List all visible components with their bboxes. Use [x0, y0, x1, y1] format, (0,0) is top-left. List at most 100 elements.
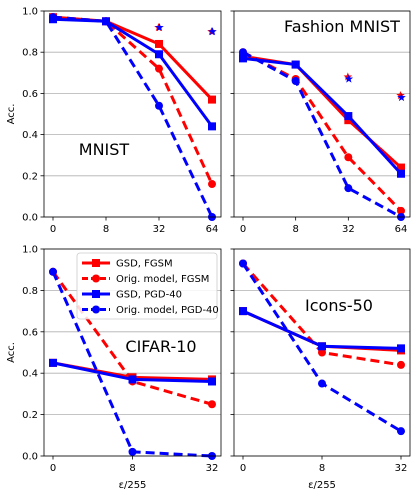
data-point	[128, 375, 137, 384]
data-point	[397, 163, 405, 172]
series-line	[52, 15, 214, 218]
data-point	[397, 360, 405, 369]
y-tick-label: 1.0	[22, 7, 38, 18]
x-tick-label: 64	[206, 224, 219, 235]
x-tick-label: 0	[50, 463, 56, 474]
x-tick-label: 32	[153, 224, 166, 235]
y-tick-label: 0.8	[22, 48, 38, 59]
star-marker	[155, 22, 164, 32]
data-point	[155, 39, 163, 48]
x-tick-label: 0	[240, 463, 246, 474]
legend-marker	[92, 274, 100, 283]
data-point	[344, 153, 353, 162]
axes-frame	[43, 10, 222, 218]
data-point	[239, 48, 247, 57]
legend-entry: GSD, PGD-40	[82, 290, 182, 301]
y-tick-label: 0.0	[22, 213, 38, 224]
panel-title: Fashion MNIST	[284, 17, 400, 36]
legend-entry: Orig. model, PGD-40	[82, 305, 219, 316]
series-line	[52, 15, 214, 101]
panel-fashion-mnist: 0 8 32 64 Fashion MNIST	[230, 10, 411, 235]
data-point	[208, 122, 216, 131]
series-gsd-fgsm	[239, 52, 405, 172]
data-point	[208, 377, 216, 386]
series-line	[242, 56, 403, 175]
x-axis-label: ε/255	[308, 480, 336, 491]
panel-mnist: 0.0 0.2 0.4 0.6 0.8 1.0 0 8 32 64 MNIST Acc.	[6, 7, 222, 235]
data-point	[344, 116, 353, 125]
data-point	[49, 358, 57, 367]
data-point	[397, 427, 405, 436]
data-point	[49, 13, 57, 22]
axes-frame	[43, 248, 222, 457]
x-tick-label: 32	[395, 463, 408, 474]
y-tick-label: 0.2	[22, 171, 38, 182]
x-tick-label: 0	[50, 224, 56, 235]
x-tick-label: 32	[342, 224, 355, 235]
panel-title: Icons-50	[305, 296, 373, 315]
star-marker	[343, 72, 353, 81]
y-tick-label: 0.4	[22, 130, 38, 141]
series-gsd-pgd40	[49, 358, 216, 386]
y-tick-label: 0.6	[22, 89, 38, 100]
data-point	[239, 54, 247, 63]
series-gsd-pgd40	[239, 54, 405, 178]
data-point	[155, 50, 163, 59]
star-marker	[208, 27, 217, 36]
x-tick-label: 8	[103, 224, 109, 235]
series-orig-pgd40	[239, 259, 405, 436]
data-point	[239, 307, 247, 316]
panel-title: CIFAR-10	[125, 337, 196, 356]
data-point	[49, 267, 57, 276]
x-tick-label: 32	[206, 463, 219, 474]
legend-entry: Orig. model, FGSM	[82, 274, 209, 285]
x-tick-label: 0	[240, 224, 246, 235]
x-axis-label: ε/255	[119, 480, 147, 491]
data-point	[291, 60, 300, 69]
data-point	[397, 344, 405, 353]
axes-frame	[233, 10, 411, 218]
data-point	[291, 77, 300, 86]
panel-cifar-10: 0.0 0.2 0.4 0.6 0.8 1.0 0 8 32 CIFAR-10 Acc. ε/255	[6, 245, 222, 491]
series-line	[52, 17, 214, 128]
y-tick-label: 1.0	[22, 245, 38, 256]
y-tick-label: 0.2	[22, 410, 38, 421]
y-tick-label: 0.0	[22, 452, 38, 463]
data-point	[318, 342, 326, 351]
panel-title: MNIST	[79, 140, 130, 159]
data-point	[208, 400, 216, 409]
star-marker	[344, 74, 354, 83]
y-axis-label: Acc.	[6, 342, 17, 363]
series-orig-pgd40	[49, 267, 216, 460]
series-line	[242, 50, 402, 219]
data-point	[397, 206, 405, 215]
y-tick-label: 0.4	[22, 369, 38, 380]
series-gsd-fgsm	[49, 13, 216, 104]
legend-label: Orig. model, PGD-40	[116, 305, 219, 316]
data-point	[155, 101, 163, 110]
data-point	[318, 379, 326, 388]
data-point	[208, 95, 216, 104]
legend-label: GSD, PGD-40	[116, 290, 182, 301]
legend-box	[76, 252, 218, 320]
legend: GSD, FGSM Orig. model, FGSM GSD, PGD-40 Ori…	[76, 252, 219, 320]
y-tick-label: 0.8	[22, 286, 38, 297]
data-point	[102, 17, 110, 26]
legend-label: GSD, FGSM	[116, 259, 173, 270]
data-point	[128, 447, 137, 456]
data-point	[318, 348, 326, 357]
data-point	[208, 180, 216, 189]
y-tick-label: 0.6	[22, 327, 38, 338]
data-point	[344, 184, 353, 193]
data-point	[239, 259, 247, 268]
x-tick-label: 8	[129, 463, 135, 474]
legend-marker	[92, 305, 100, 314]
series-line	[52, 15, 214, 185]
series-line	[242, 54, 403, 169]
legend-marker	[92, 259, 100, 267]
data-point	[344, 112, 353, 121]
data-point	[155, 64, 163, 73]
y-axis-label: Acc.	[6, 104, 17, 125]
panel-icons-50: 0 8 32 Icons-50 ε/255	[230, 248, 411, 491]
